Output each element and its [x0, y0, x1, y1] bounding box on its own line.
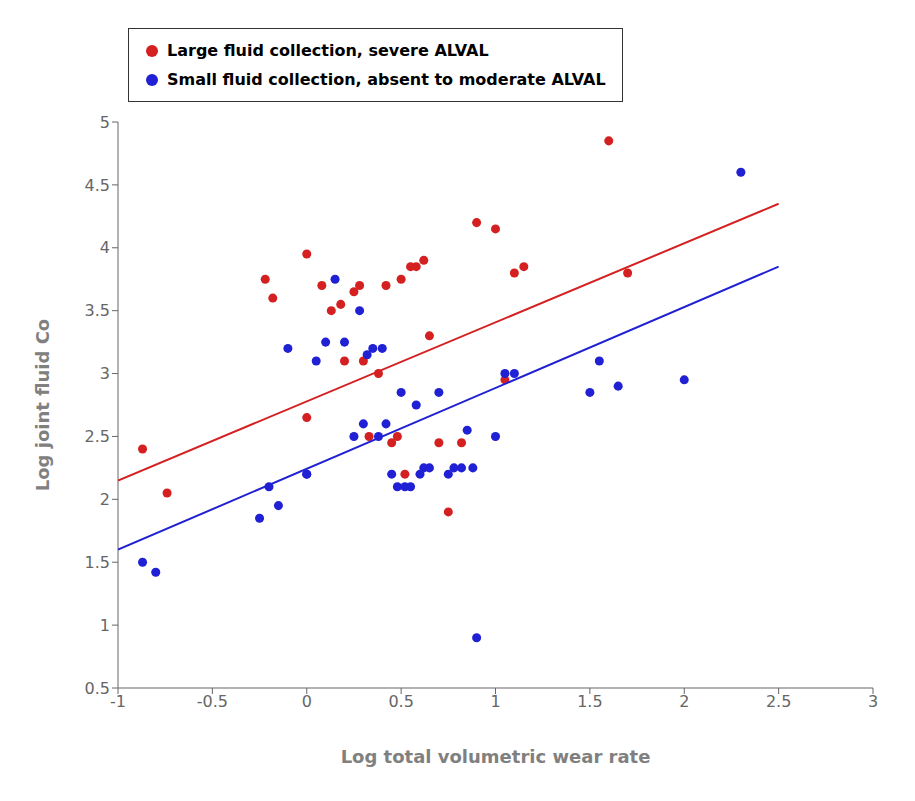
html-text:Small fluid collection, absent: Small fluid collection, absent to modera…: [167, 70, 606, 89]
svg-text:4: 4: [100, 238, 110, 257]
svg-text:-1: -1: [110, 692, 126, 711]
svg-text:1.5: 1.5: [85, 553, 110, 572]
svg-text:0.5: 0.5: [388, 692, 413, 711]
svg-text:-0.5: -0.5: [197, 692, 228, 711]
svg-text:3: 3: [100, 364, 110, 383]
svg-text:2.5: 2.5: [766, 692, 791, 711]
svg-text:4.5: 4.5: [85, 176, 110, 195]
svg-text:Log joint fluid Co: Log joint fluid Co: [32, 319, 53, 491]
svg-text:Log total volumetric wear rate: Log total volumetric wear rate: [341, 746, 651, 767]
svg-text:0.5: 0.5: [85, 679, 110, 698]
svg-text:3.5: 3.5: [85, 301, 110, 320]
svg-text:3: 3: [868, 692, 878, 711]
svg-text:5: 5: [100, 113, 110, 132]
svg-text:1: 1: [100, 616, 110, 635]
svg-text:2.5: 2.5: [85, 427, 110, 446]
svg-text:2: 2: [100, 490, 110, 509]
svg-text:2: 2: [679, 692, 689, 711]
svg-text:0: 0: [302, 692, 312, 711]
svg-text:1.5: 1.5: [577, 692, 602, 711]
html-text:Large fluid collection, severe: Large fluid collection, severe ALVAL: [167, 41, 489, 60]
svg-text:1: 1: [490, 692, 500, 711]
